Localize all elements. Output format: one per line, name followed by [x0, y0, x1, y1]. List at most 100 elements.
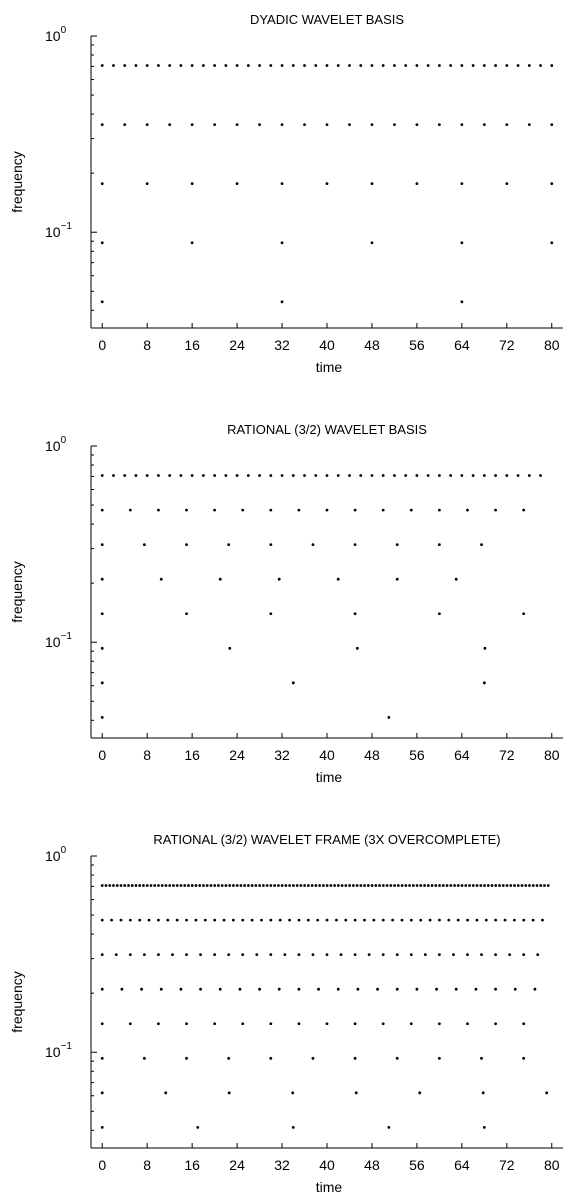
data-point: [527, 64, 531, 67]
x-tick-label: 16: [184, 1157, 200, 1173]
data-point: [437, 1022, 441, 1026]
x-tick-label: 56: [409, 747, 425, 763]
data-point: [280, 241, 284, 245]
data-point: [100, 715, 104, 719]
data-point: [426, 64, 430, 67]
data-point: [490, 884, 494, 887]
data-point: [454, 987, 458, 991]
data-point: [157, 474, 160, 477]
data-point: [482, 1125, 486, 1129]
x-tick-label: 64: [454, 747, 470, 763]
data-point: [480, 1056, 483, 1060]
data-point: [157, 918, 160, 922]
data-point: [370, 241, 374, 245]
y-axis-label: frequency: [9, 561, 25, 622]
data-point: [353, 612, 357, 616]
data-point: [466, 508, 469, 512]
series-1: [100, 884, 550, 887]
data-point: [381, 64, 385, 67]
data-point: [175, 918, 179, 922]
data-point: [505, 474, 509, 477]
data-point: [183, 884, 187, 887]
data-point: [466, 953, 469, 957]
data-point: [258, 64, 261, 67]
data-point: [168, 884, 172, 887]
data-point: [138, 918, 142, 922]
data-point: [348, 123, 351, 126]
data-point: [172, 884, 175, 887]
data-point: [157, 884, 160, 887]
data-point: [128, 508, 132, 512]
data-point: [283, 953, 287, 957]
series-2: [100, 508, 526, 512]
data-point: [261, 884, 265, 887]
data-point: [100, 918, 104, 922]
data-point: [471, 64, 475, 67]
data-point: [329, 884, 333, 887]
data-point: [246, 474, 250, 477]
data-point: [505, 64, 509, 67]
data-point: [449, 474, 453, 477]
data-point: [395, 1056, 399, 1060]
data-point: [142, 953, 146, 957]
data-point: [475, 918, 479, 922]
data-point: [149, 884, 153, 887]
data-point: [428, 918, 432, 922]
data-point: [415, 123, 419, 126]
series-5: [100, 1022, 526, 1026]
x-tick-label: 8: [143, 1157, 151, 1173]
data-point: [258, 987, 261, 991]
data-point: [168, 123, 172, 126]
data-point: [494, 64, 497, 67]
data-point: [550, 64, 554, 67]
data-point: [100, 1056, 104, 1060]
data-point: [503, 918, 507, 922]
data-point: [160, 884, 164, 887]
data-point: [194, 884, 198, 887]
chart-title: DYADIC WAVELET BASIS: [250, 12, 404, 27]
data-point: [278, 918, 282, 922]
data-point: [280, 300, 284, 304]
y-axis-label: frequency: [9, 971, 25, 1032]
data-point: [213, 123, 217, 126]
data-point: [185, 1056, 188, 1060]
data-point: [447, 918, 451, 922]
series-1: [100, 474, 542, 477]
data-point: [119, 884, 123, 887]
data-point: [190, 474, 194, 477]
data-point: [509, 884, 513, 887]
data-point: [202, 884, 205, 887]
data-point: [164, 884, 168, 887]
chart-title: RATIONAL (3/2) WAVELET FRAME (3X OVERCOM…: [153, 832, 500, 847]
data-point: [325, 918, 329, 922]
data-point: [120, 987, 124, 991]
data-point: [522, 508, 526, 512]
data-point: [297, 1022, 301, 1026]
x-tick-label: 72: [499, 337, 515, 353]
data-point: [288, 918, 291, 922]
series-7: [100, 1091, 549, 1095]
data-point: [318, 884, 322, 887]
data-point: [100, 64, 104, 67]
data-point: [213, 474, 217, 477]
data-point: [393, 123, 396, 126]
data-point: [404, 474, 408, 477]
data-point: [123, 64, 127, 67]
data-point: [404, 64, 408, 67]
series-7: [100, 681, 486, 685]
x-tick-label: 64: [454, 1157, 470, 1173]
data-point: [449, 884, 453, 887]
data-point: [269, 64, 273, 67]
data-point: [247, 884, 250, 887]
data-point: [115, 884, 119, 887]
data-point: [513, 987, 517, 991]
data-point: [411, 884, 415, 887]
data-point: [311, 543, 315, 547]
data-point: [435, 987, 438, 991]
data-point: [483, 646, 487, 650]
data-point: [269, 953, 273, 957]
data-point: [222, 918, 226, 922]
data-point: [269, 1056, 273, 1060]
data-point: [269, 1022, 273, 1026]
data-point: [426, 884, 430, 887]
